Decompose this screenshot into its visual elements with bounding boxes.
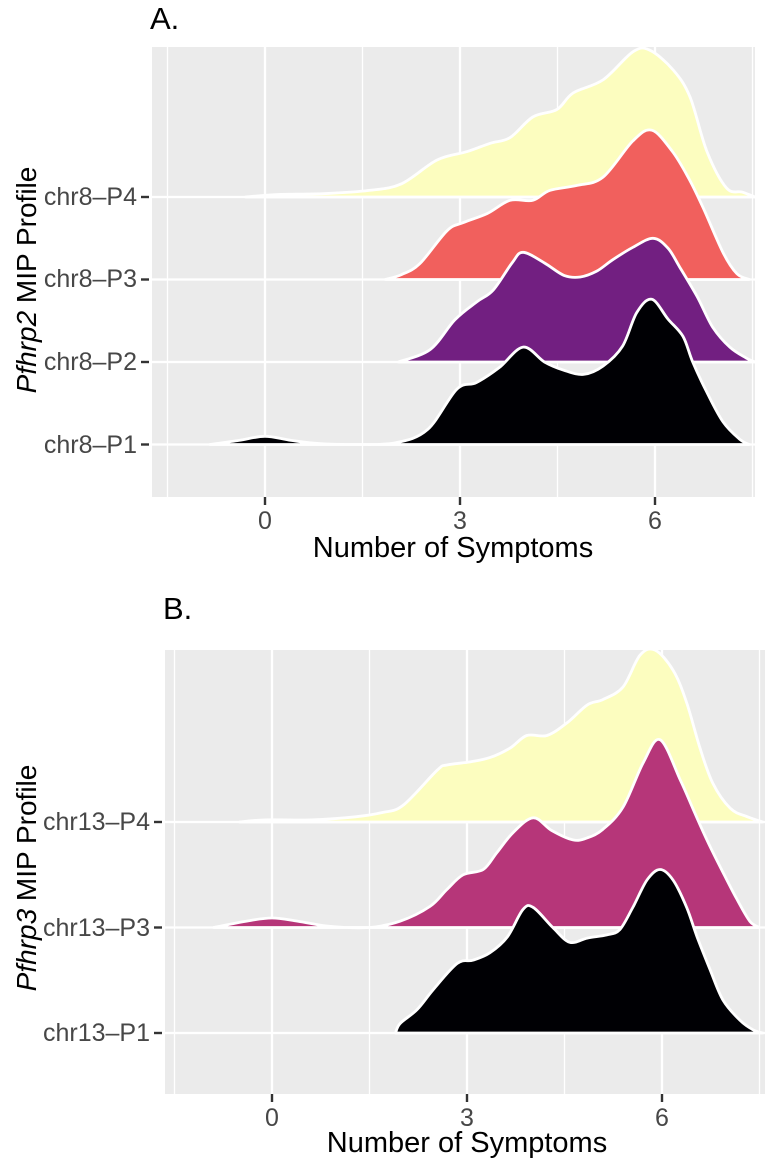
panel-b-ytick-chr13-P4: chr13–P4	[42, 808, 150, 836]
panel-a-ytick-chr8-P2: chr8–P2	[43, 348, 137, 376]
panel-b-y-axis-title: Pfhrp3 MIP Profile	[11, 765, 43, 992]
panel-b-xtick-3: 3	[460, 1104, 474, 1132]
panel-b-ytick-chr13-P1: chr13–P1	[42, 1019, 150, 1047]
ridge-chr13–P4	[238, 650, 765, 824]
panel-b-gene-name-italic: Pfhrp3	[11, 908, 42, 992]
panel-a-x-axis-title: Number of Symptoms	[312, 532, 594, 564]
panel-a-ytick-chr8-P3: chr8–P3	[43, 265, 137, 293]
panel-b-ridgeline-plot	[154, 650, 765, 1102]
panel-b-xtick-6: 6	[655, 1104, 669, 1132]
panel-b-x-axis-title: Number of Symptoms	[326, 1127, 608, 1159]
panel-a-ytick-chr8-P4: chr8–P4	[43, 183, 137, 211]
panel-a-ytick-chr8-P1: chr8–P1	[43, 431, 137, 459]
panel-a-y-axis-title-rest: MIP Profile	[11, 166, 42, 311]
panel-b-xtick-0: 0	[265, 1104, 279, 1132]
ridge-chr13–P3	[212, 738, 761, 930]
panel-a-xtick-6: 6	[648, 507, 662, 535]
ridge-chr13–P1	[394, 868, 765, 1035]
panel-a-xtick-0: 0	[258, 507, 272, 535]
panel-b-ytick-chr13-P3: chr13–P3	[42, 914, 150, 942]
panel-b-title: B.	[163, 591, 193, 626]
panel-a-y-axis-title: Pfhrp2 MIP Profile	[11, 167, 43, 394]
panel-b-y-axis-title-rest: MIP Profile	[11, 764, 42, 909]
panel-a-gene-name-italic: Pfhrp2	[11, 310, 42, 394]
panel-a-xtick-3: 3	[453, 507, 467, 535]
panel-a-ridgeline-plot	[141, 47, 755, 505]
ridge-chr8–P1	[208, 297, 751, 446]
panel-a-title: A.	[150, 1, 180, 36]
